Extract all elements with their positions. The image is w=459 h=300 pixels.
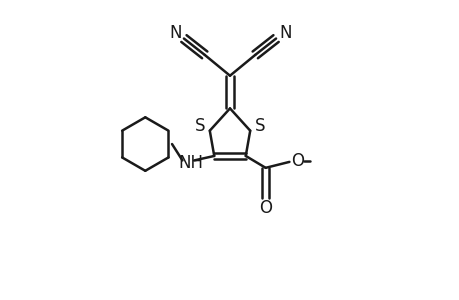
Text: S: S [195, 117, 205, 135]
Text: N: N [169, 24, 181, 42]
Text: N: N [279, 24, 291, 42]
Text: S: S [254, 117, 264, 135]
Text: O: O [258, 199, 272, 217]
Text: O: O [291, 152, 303, 170]
Text: NH: NH [179, 154, 203, 172]
